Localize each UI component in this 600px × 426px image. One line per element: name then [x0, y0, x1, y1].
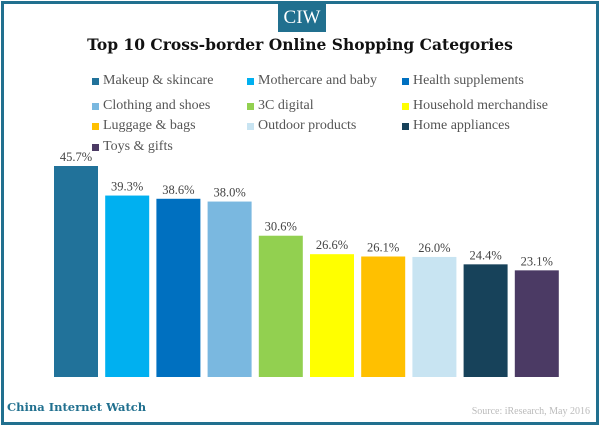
bar	[361, 256, 406, 377]
legend-item: Makeup & skincare	[92, 73, 213, 89]
legend-label: Makeup & skincare	[103, 73, 214, 88]
data-label: 30.6%	[265, 220, 297, 234]
legend-label: Toys & gifts	[103, 139, 173, 154]
legend-label: Home appliances	[413, 118, 510, 133]
data-label: 26.6%	[316, 238, 348, 252]
bar	[258, 235, 303, 377]
legend-swatch	[247, 77, 254, 85]
bar	[207, 201, 252, 377]
legend-swatch	[402, 77, 409, 85]
data-label: 26.1%	[367, 240, 399, 254]
legend-label: Health supplements	[413, 73, 524, 88]
ciw-logo-badge: CIW	[278, 4, 326, 32]
data-label: 26.0%	[418, 241, 450, 255]
data-label: 38.6%	[162, 183, 194, 197]
bar	[412, 256, 457, 377]
data-label: 23.1%	[521, 254, 553, 268]
data-label: 38.0%	[213, 186, 245, 200]
chart-title: Top 10 Cross-border Online Shopping Cate…	[87, 35, 513, 54]
source-note: Source: iResearch, May 2016	[471, 406, 590, 417]
brand-name: China Internet Watch	[7, 400, 147, 414]
bar	[514, 270, 559, 377]
legend-item: 3C digital	[247, 98, 314, 114]
legend-item: Home appliances	[402, 118, 510, 134]
legend-swatch	[92, 102, 99, 110]
legend-swatch	[92, 122, 99, 130]
legend-swatch	[402, 102, 409, 110]
data-label: 45.7%	[60, 150, 92, 164]
bar	[463, 264, 508, 377]
legend-item: Outdoor products	[247, 118, 356, 134]
legend-swatch	[247, 122, 254, 130]
legend-label: 3C digital	[258, 98, 314, 113]
legend-item: Clothing and shoes	[92, 98, 210, 114]
legend-swatch	[92, 77, 99, 85]
data-label: 39.3%	[111, 180, 143, 194]
legend-swatch	[402, 122, 409, 130]
legend-item: Health supplements	[402, 73, 524, 89]
legend-label: Luggage & bags	[103, 118, 196, 133]
legend-swatch	[247, 102, 254, 110]
legend-item: Household merchandise	[402, 98, 548, 114]
legend-label: Household merchandise	[413, 98, 548, 113]
bar	[105, 195, 150, 377]
legend-item: Mothercare and baby	[247, 73, 377, 89]
bar	[54, 166, 98, 377]
legend-swatch	[92, 143, 99, 151]
legend-label: Clothing and shoes	[103, 98, 211, 113]
data-label: 24.4%	[469, 248, 501, 262]
legend-label: Outdoor products	[258, 118, 357, 133]
bar	[310, 254, 354, 377]
legend-item: Toys & gifts	[92, 139, 173, 155]
legend-item: Luggage & bags	[92, 118, 196, 134]
legend-label: Mothercare and baby	[258, 73, 377, 88]
bar	[156, 198, 201, 377]
